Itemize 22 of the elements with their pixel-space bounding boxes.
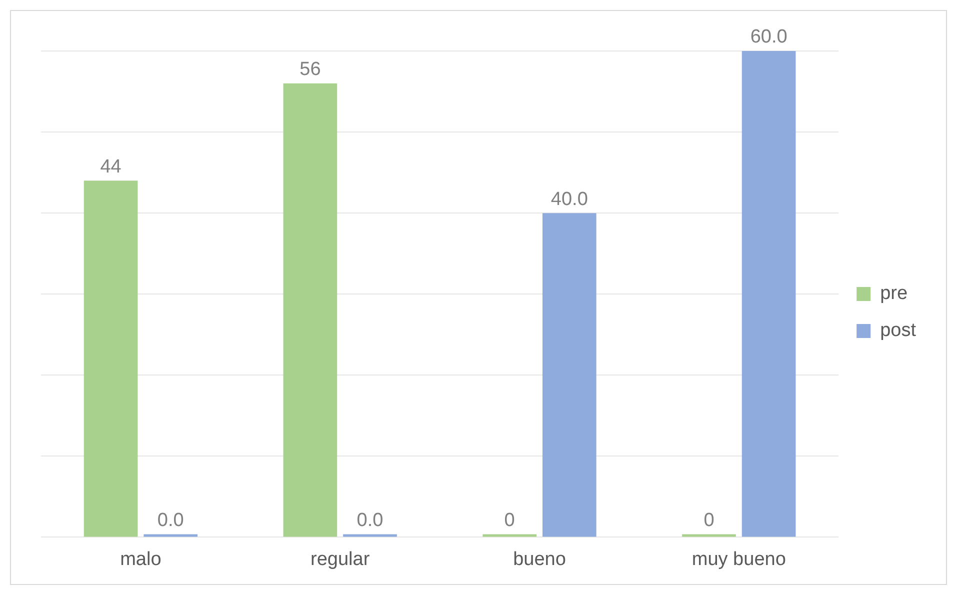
- x-tick-label: muy bueno: [692, 548, 786, 570]
- bar: [742, 51, 796, 537]
- data-label: 0: [704, 510, 714, 531]
- bar: [343, 534, 397, 537]
- bar: [542, 213, 596, 537]
- data-label: 56: [300, 59, 321, 80]
- data-label: 44: [100, 156, 122, 178]
- bar: [482, 534, 536, 537]
- legend-label: pre: [880, 283, 908, 304]
- bar: [144, 534, 198, 537]
- data-label: 60.0: [750, 26, 788, 48]
- x-tick-label: bueno: [513, 548, 566, 570]
- data-label: 0.0: [157, 510, 184, 531]
- data-label: 0: [504, 510, 515, 531]
- legend-label: post: [880, 320, 917, 342]
- data-label: 40.0: [550, 188, 588, 210]
- x-tick-label: regular: [310, 548, 370, 570]
- data-label: 0.0: [356, 510, 384, 531]
- bar: [682, 534, 736, 537]
- bar: [283, 83, 338, 537]
- bar: [84, 180, 138, 537]
- x-tick-label: malo: [120, 548, 162, 570]
